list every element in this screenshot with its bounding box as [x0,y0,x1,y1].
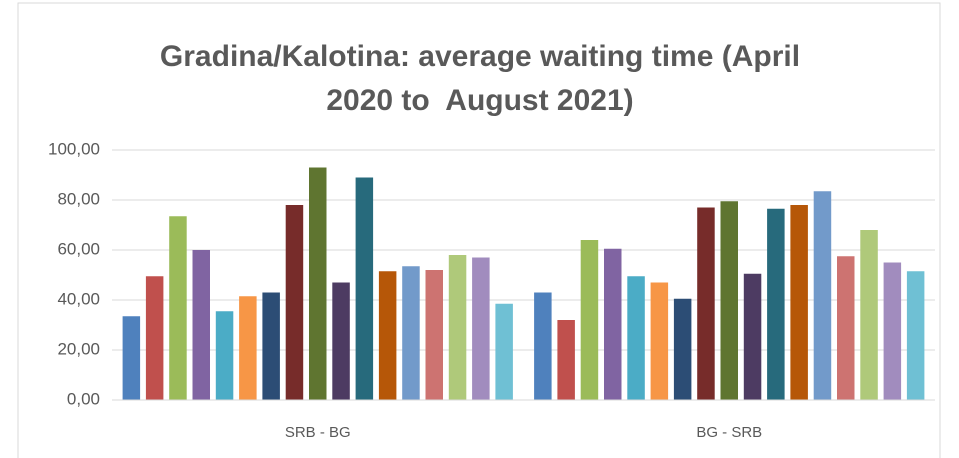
y-tick-label: 60,00 [57,239,100,258]
bar [743,273,762,400]
x-tick-label: BG - SRB [696,424,762,441]
bar [534,292,552,400]
chart-title: Gradina/Kalotina: average waiting time (… [160,40,800,73]
bar [860,230,878,400]
y-tick-label: 100,00 [48,139,100,158]
x-tick-label: SRB - BG [285,424,351,441]
bar [239,296,257,400]
bar [604,248,622,400]
bar [557,320,575,400]
bar [813,191,832,400]
y-tick-label: 80,00 [57,189,100,208]
bar [332,282,350,400]
bar [262,292,280,400]
bar [192,250,210,400]
bar [837,256,855,400]
bar [122,316,141,400]
bar [790,205,808,400]
bar [650,282,669,400]
bar [767,208,785,400]
bar [673,298,692,400]
y-tick-label: 40,00 [57,289,100,308]
bar [448,255,467,400]
bar [906,271,925,400]
bar [627,276,645,400]
chart-title: 2020 to August 2021) [326,84,633,117]
bar [215,311,234,400]
bar [425,270,443,400]
y-tick-label: 0,00 [67,389,100,408]
bar [720,201,738,400]
bar [309,167,327,400]
bar [883,262,902,400]
bar [402,266,420,400]
bar [145,276,164,400]
bar [169,216,187,400]
bar [580,240,599,400]
bar [355,177,374,400]
y-tick-label: 20,00 [57,339,100,358]
bar [285,205,304,400]
bar [697,207,715,400]
bar [472,257,490,400]
bar [378,271,397,400]
bar [495,303,513,400]
